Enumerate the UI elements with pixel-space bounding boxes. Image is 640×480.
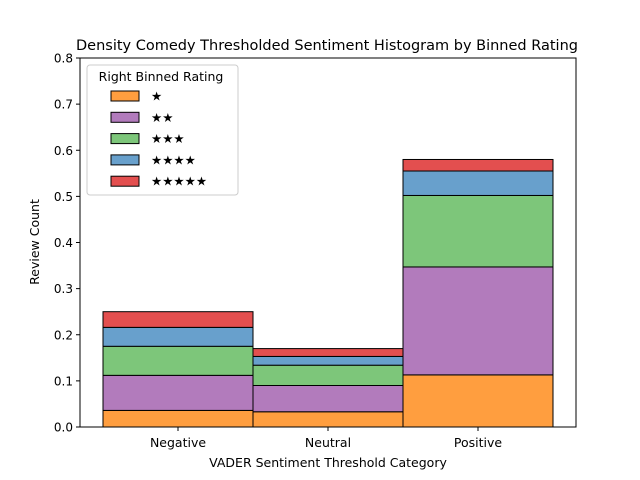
legend-swatch — [110, 154, 140, 166]
y-tick-label: 0.8 — [54, 52, 73, 66]
x-tick-label: Positive — [454, 435, 502, 450]
bar-negative-series-3 — [102, 345, 254, 376]
y-axis: 0.0 0.1 0.2 0.3 0.4 0.5 0.6 0.7 0.8 — [54, 52, 80, 435]
legend-title: Right Binned Rating — [99, 69, 224, 84]
y-tick-label: 0.1 — [54, 374, 73, 388]
legend-label: ★★ — [151, 110, 173, 125]
legend-label: ★★★★★ — [151, 174, 207, 189]
bar-neutral-series-1 — [252, 411, 404, 428]
bar-positive-series-5 — [402, 158, 554, 172]
chart-title: Density Comedy Thresholded Sentiment His… — [76, 38, 578, 54]
legend-swatch — [110, 133, 140, 145]
bar-negative-series-2 — [102, 374, 254, 411]
y-tick-label: 0.6 — [54, 144, 73, 158]
x-tick-label: Neutral — [305, 435, 351, 450]
legend-label: ★★★★ — [151, 152, 196, 167]
bar-positive-series-4 — [402, 170, 554, 196]
legend-label: ★★★ — [151, 131, 185, 146]
bar-negative-series-4 — [102, 326, 254, 347]
y-tick-label: 0.0 — [54, 421, 73, 435]
bar-positive-series-2 — [402, 266, 554, 376]
legend-swatch — [110, 175, 140, 187]
bar-positive-series-3 — [402, 194, 554, 268]
bars-group — [102, 158, 554, 428]
legend: Right Binned Rating ★★★★★★★★★★★★★★★ — [86, 64, 239, 196]
x-axis-label: VADER Sentiment Threshold Category — [209, 455, 447, 470]
x-tick-label: Negative — [150, 435, 206, 450]
legend-label: ★ — [151, 89, 162, 104]
bar-negative-series-1 — [102, 409, 254, 428]
bar-neutral-series-2 — [252, 384, 404, 413]
legend-swatch — [110, 111, 140, 123]
y-tick-label: 0.3 — [54, 282, 73, 296]
legend-swatch — [110, 90, 140, 102]
y-tick-label: 0.2 — [54, 328, 73, 342]
y-axis-label: Review Count — [27, 199, 42, 285]
bar-positive-series-1 — [402, 374, 554, 428]
y-tick-label: 0.5 — [54, 190, 73, 204]
y-tick-label: 0.4 — [54, 236, 73, 250]
bar-neutral-series-3 — [252, 364, 404, 386]
y-tick-label: 0.7 — [54, 98, 73, 112]
bar-negative-series-5 — [102, 311, 254, 328]
bar-neutral-series-5 — [252, 348, 404, 357]
bar-neutral-series-4 — [252, 355, 404, 366]
plot-frame — [79, 57, 577, 428]
x-axis: Negative Neutral Positive — [150, 427, 502, 450]
